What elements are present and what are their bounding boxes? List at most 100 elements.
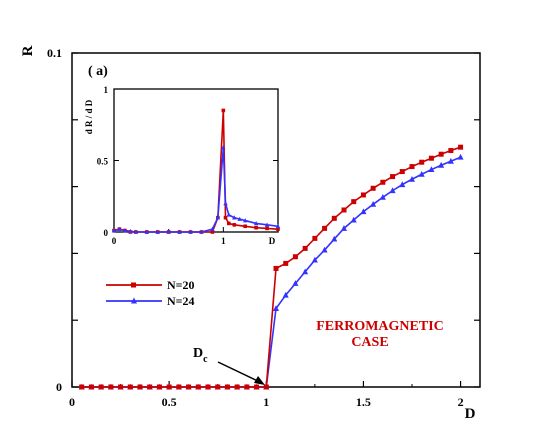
data-point [360,208,367,215]
y-tick-label: 0.1 [47,46,62,60]
data-point [176,384,182,390]
inset-y-tick-label: 1 [104,85,109,95]
y-axis-label: R [20,45,36,56]
inset-data-point [276,227,280,231]
data-point [390,174,396,180]
inset-data-point [275,223,281,229]
data-point [79,384,85,390]
inset-data-point [111,228,117,233]
data-point [370,185,376,191]
data-point [351,199,357,205]
main-plot-frame [71,52,481,388]
x-tick-label: 1 [263,395,269,409]
inset-data-point [232,223,237,227]
data-point [98,384,104,390]
inset-data-point [223,201,228,206]
data-point [263,384,269,390]
data-point [428,155,434,161]
data-point [282,291,289,298]
data-point [108,384,114,390]
inset-data-point [253,221,259,226]
data-point [350,216,357,223]
data-point [147,384,153,390]
data-point [137,384,143,390]
annotation-case: CASE [351,335,388,350]
legend-marker [131,282,136,288]
annotation-dc-subscript: c [203,354,208,365]
data-point [322,225,328,231]
x-tick-label: 0.5 [162,395,177,409]
data-point [457,153,464,160]
inset-data-point [243,218,248,223]
data-point [118,384,124,390]
inset-data-point [243,224,247,229]
data-point [166,384,172,390]
data-point [389,187,396,194]
inset-data-point [237,216,242,221]
data-point [195,384,201,390]
data-point [156,384,162,390]
data-point [186,384,192,390]
data-point [448,148,454,154]
data-point [399,169,405,175]
data-point [340,225,348,231]
inset-data-point [133,229,139,234]
data-point [380,179,386,185]
inset-data-point [226,212,231,217]
inset-data-point [199,229,204,234]
data-point [205,384,211,390]
inset-data-point [155,229,160,234]
data-point [272,305,280,311]
arrow-line [217,361,263,384]
data-point [292,254,298,260]
series-line [81,146,461,388]
data-point [408,175,416,182]
legend-label: N=24 [167,294,195,308]
data-point [438,151,444,157]
inset-data-point [177,229,182,234]
data-point [224,384,230,390]
inset-data-point [215,215,221,220]
inset-frame [113,88,279,233]
data-point [418,170,425,177]
inset-data-point [210,230,215,234]
data-point [428,166,435,173]
inset-data-point [210,226,215,231]
data-point [88,384,94,390]
data-point [438,161,445,168]
data-point [312,235,318,241]
inset-y-axis-label: d R / d D [84,99,94,134]
data-point [273,265,279,271]
inset-x-axis-label: D [269,236,276,246]
inset-data-point [166,229,171,234]
inset-y-tick-label: 0 [104,228,109,238]
data-point [399,181,406,188]
inset-x-tick-label: 1 [221,236,226,246]
inset-data-point [232,215,237,220]
data-point [341,207,347,213]
x-axis-label: D [465,406,476,422]
annotation-dc: Dc [193,346,208,365]
inset-data-point [223,215,228,220]
data-point [283,260,289,266]
x-tick-label: 2 [458,395,464,409]
y-tick-label: 0 [56,380,62,394]
series-n-24 [113,147,279,233]
inset-data-point [188,229,193,234]
x-tick-label: 1.5 [356,395,371,409]
inset-data-point [264,222,270,227]
inset-data-point [254,225,258,230]
legend-marker [131,297,137,304]
data-point [370,201,377,207]
inset-data-point [227,221,231,226]
data-point [302,268,309,275]
data-point [215,384,221,390]
data-point [331,235,338,242]
inset-data-point [122,228,128,233]
inset-chart: 0 0.5 1 0 1 Dd R / d D [84,85,281,246]
data-point [244,384,250,390]
data-point [321,246,328,253]
data-point [360,192,366,198]
data-point [447,157,454,164]
